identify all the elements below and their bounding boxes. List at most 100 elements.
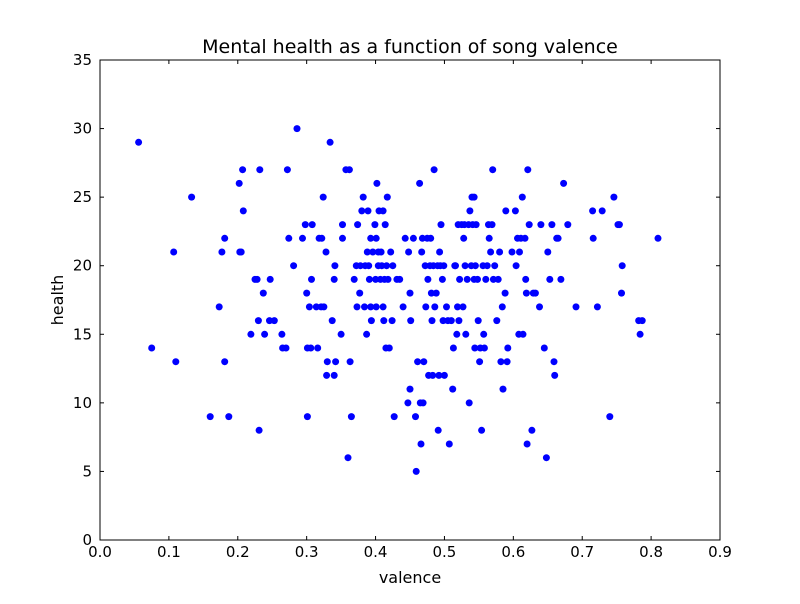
data-point bbox=[470, 193, 478, 201]
data-point bbox=[404, 399, 412, 407]
data-point bbox=[418, 234, 426, 242]
data-point bbox=[474, 275, 481, 283]
data-point bbox=[381, 221, 389, 229]
data-point bbox=[618, 289, 625, 297]
x-tick-label: 0.1 bbox=[157, 543, 181, 561]
data-point bbox=[421, 262, 429, 270]
data-point bbox=[345, 166, 353, 174]
data-point bbox=[148, 344, 156, 352]
data-point bbox=[239, 166, 247, 174]
data-point bbox=[519, 330, 527, 338]
data-point bbox=[478, 426, 486, 434]
data-point bbox=[399, 303, 407, 311]
data-point bbox=[546, 275, 554, 283]
data-point bbox=[350, 275, 358, 283]
data-point bbox=[347, 413, 355, 421]
data-point bbox=[496, 248, 504, 256]
data-point bbox=[363, 330, 371, 338]
data-point bbox=[463, 275, 471, 283]
data-point bbox=[312, 303, 320, 311]
data-point bbox=[218, 248, 226, 256]
data-point bbox=[283, 166, 291, 174]
x-tick-label: 0.5 bbox=[433, 543, 457, 561]
data-point bbox=[255, 426, 263, 434]
data-point bbox=[390, 413, 398, 421]
data-point bbox=[330, 275, 338, 283]
x-tick-label: 0.8 bbox=[639, 543, 663, 561]
data-point bbox=[418, 248, 426, 256]
data-point bbox=[318, 234, 326, 242]
x-axis-ticks: 0.0 0.1 0.2 0.3 0.4 0.5 0.6 0.7 0.8 0.9 bbox=[88, 60, 732, 561]
data-point bbox=[256, 166, 264, 174]
data-point bbox=[548, 221, 556, 229]
data-point bbox=[453, 330, 461, 338]
data-point bbox=[523, 440, 531, 448]
data-point bbox=[388, 317, 396, 325]
data-point bbox=[239, 207, 247, 215]
data-point bbox=[135, 138, 143, 146]
data-point bbox=[489, 275, 497, 283]
data-point bbox=[503, 358, 511, 366]
data-point bbox=[439, 317, 447, 325]
data-point bbox=[323, 358, 331, 366]
data-point bbox=[471, 262, 479, 270]
data-point bbox=[414, 358, 422, 366]
data-point bbox=[383, 262, 391, 270]
data-point bbox=[610, 193, 618, 201]
data-point bbox=[419, 399, 427, 407]
data-point bbox=[422, 303, 430, 311]
data-point bbox=[290, 262, 298, 270]
plot-frame bbox=[99, 59, 721, 541]
data-point bbox=[331, 262, 339, 270]
data-point bbox=[314, 344, 322, 352]
data-point bbox=[270, 317, 278, 325]
data-point bbox=[356, 262, 364, 270]
data-point bbox=[589, 207, 597, 215]
data-point bbox=[420, 358, 428, 366]
data-point bbox=[522, 289, 530, 297]
data-point bbox=[430, 166, 438, 174]
data-point bbox=[373, 179, 381, 187]
data-point bbox=[536, 303, 543, 311]
x-tick-label: 0.2 bbox=[226, 543, 250, 561]
data-point bbox=[364, 207, 372, 215]
data-point bbox=[431, 303, 439, 311]
data-point bbox=[385, 344, 393, 352]
data-point bbox=[518, 193, 526, 201]
data-point bbox=[365, 262, 373, 270]
data-point bbox=[305, 303, 313, 311]
data-point bbox=[440, 262, 448, 270]
y-tick-label: 0 bbox=[82, 531, 92, 549]
data-point bbox=[339, 234, 346, 242]
data-point bbox=[372, 303, 380, 311]
data-point bbox=[472, 221, 480, 229]
data-point bbox=[337, 330, 345, 338]
data-point bbox=[308, 221, 316, 229]
data-point bbox=[528, 426, 536, 434]
data-point bbox=[378, 262, 386, 270]
data-point bbox=[261, 330, 269, 338]
data-point bbox=[443, 303, 450, 311]
data-point bbox=[344, 454, 352, 462]
data-point bbox=[323, 371, 331, 379]
data-point bbox=[303, 413, 311, 421]
y-tick-label: 25 bbox=[73, 188, 92, 206]
data-point bbox=[482, 275, 490, 283]
data-point bbox=[427, 289, 435, 297]
y-tick-label: 10 bbox=[73, 394, 92, 412]
data-point bbox=[598, 207, 606, 215]
data-point bbox=[432, 289, 440, 297]
data-point bbox=[303, 289, 311, 297]
data-point bbox=[365, 275, 373, 283]
data-point bbox=[307, 344, 315, 352]
data-point bbox=[461, 262, 469, 270]
data-point bbox=[206, 413, 214, 421]
data-point bbox=[593, 303, 601, 311]
data-point bbox=[438, 275, 446, 283]
data-point bbox=[215, 303, 223, 311]
data-point bbox=[412, 467, 420, 475]
data-point bbox=[332, 358, 340, 366]
data-point bbox=[371, 221, 379, 229]
